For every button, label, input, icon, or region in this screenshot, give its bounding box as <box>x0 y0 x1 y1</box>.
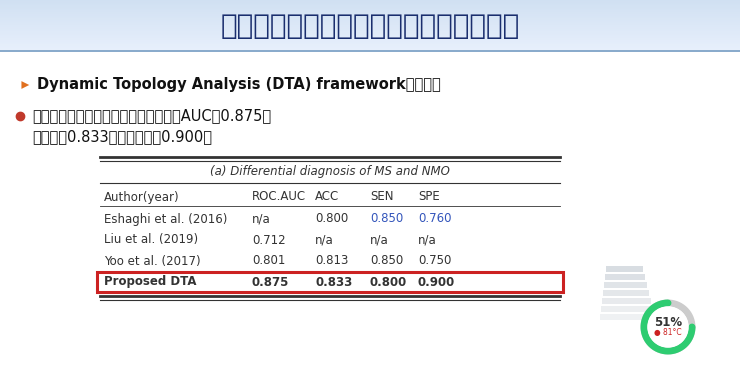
Text: 较既往报道的鉴别诊断模型具有更高的AUC（0.875）: 较既往报道的鉴别诊断模型具有更高的AUC（0.875） <box>32 108 271 123</box>
Text: 0.900: 0.900 <box>418 276 455 288</box>
Text: 0.850: 0.850 <box>370 213 403 225</box>
Bar <box>0 40 740 42</box>
Bar <box>0 5 740 6</box>
Text: SPE: SPE <box>418 190 440 204</box>
Bar <box>0 48 740 50</box>
Bar <box>0 20 740 22</box>
Bar <box>0 19 740 21</box>
Text: n/a: n/a <box>418 234 437 246</box>
Bar <box>603 290 649 296</box>
Bar <box>0 50 740 52</box>
Text: 准确性（0.833）和特异性（0.900）: 准确性（0.833）和特异性（0.900） <box>32 129 212 144</box>
Bar <box>0 22 740 23</box>
Text: ● 81°C: ● 81°C <box>654 328 682 338</box>
Bar <box>0 1 740 3</box>
Bar <box>0 0 740 1</box>
Bar <box>0 29 740 31</box>
Text: Eshaghi et al. (2016): Eshaghi et al. (2016) <box>104 213 227 225</box>
Bar <box>0 33 740 35</box>
Text: 0.712: 0.712 <box>252 234 286 246</box>
Text: 0.760: 0.760 <box>418 213 451 225</box>
Bar <box>0 7 740 9</box>
Text: Yoo et al. (2017): Yoo et al. (2017) <box>104 255 201 267</box>
Text: 0.813: 0.813 <box>315 255 349 267</box>
Text: 0.875: 0.875 <box>252 276 289 288</box>
Bar <box>0 24 740 26</box>
Bar <box>0 2 740 4</box>
Bar <box>0 34 740 36</box>
Bar <box>0 45 740 47</box>
Text: Dynamic Topology Analysis (DTA) framework的优点：: Dynamic Topology Analysis (DTA) framewor… <box>37 78 441 93</box>
Bar <box>0 50 740 52</box>
Bar <box>0 14 740 16</box>
Bar <box>602 298 651 304</box>
Bar <box>0 42 740 44</box>
Text: 51%: 51% <box>654 316 682 330</box>
Bar <box>0 26 740 27</box>
Text: ROC.AUC: ROC.AUC <box>252 190 306 204</box>
Bar <box>0 15 740 17</box>
Bar <box>0 28 740 30</box>
Text: Author(year): Author(year) <box>104 190 180 204</box>
Bar <box>0 23 740 25</box>
Bar <box>604 282 647 288</box>
Text: 0.800: 0.800 <box>315 213 349 225</box>
Text: 0.750: 0.750 <box>418 255 451 267</box>
Bar <box>0 44 740 45</box>
Bar <box>0 46 740 48</box>
Bar <box>0 32 740 34</box>
Bar <box>600 314 655 320</box>
Bar <box>0 49 740 51</box>
Text: 0.801: 0.801 <box>252 255 286 267</box>
Bar <box>0 52 740 375</box>
Bar <box>606 266 643 272</box>
Bar <box>0 27 740 28</box>
Bar <box>0 9 740 10</box>
Text: 宣武医院脑脱髓鞘病鉴别诊断的拓扑研究: 宣武医院脑脱髓鞘病鉴别诊断的拓扑研究 <box>221 12 519 40</box>
Bar <box>0 12 740 14</box>
Bar <box>0 31 740 33</box>
Bar <box>605 274 645 280</box>
Text: Liu et al. (2019): Liu et al. (2019) <box>104 234 198 246</box>
Text: 0.850: 0.850 <box>370 255 403 267</box>
Bar <box>601 306 653 312</box>
Text: 0.833: 0.833 <box>315 276 352 288</box>
Bar <box>0 18 740 20</box>
Text: ACC: ACC <box>315 190 339 204</box>
Bar <box>0 36 740 38</box>
Text: 0.800: 0.800 <box>370 276 407 288</box>
Text: n/a: n/a <box>315 234 334 246</box>
Text: (a) Differential diagnosis of MS and NMO: (a) Differential diagnosis of MS and NMO <box>210 165 450 177</box>
Bar <box>0 39 740 40</box>
Circle shape <box>648 307 688 347</box>
Text: Proposed DTA: Proposed DTA <box>104 276 197 288</box>
Bar <box>0 3 740 5</box>
Text: n/a: n/a <box>370 234 388 246</box>
Bar <box>0 37 740 39</box>
Bar <box>0 6 740 8</box>
Bar <box>0 10 740 12</box>
Text: SEN: SEN <box>370 190 394 204</box>
Bar <box>0 16 740 18</box>
Bar <box>0 41 740 43</box>
Bar <box>0 11 740 13</box>
Text: n/a: n/a <box>252 213 271 225</box>
